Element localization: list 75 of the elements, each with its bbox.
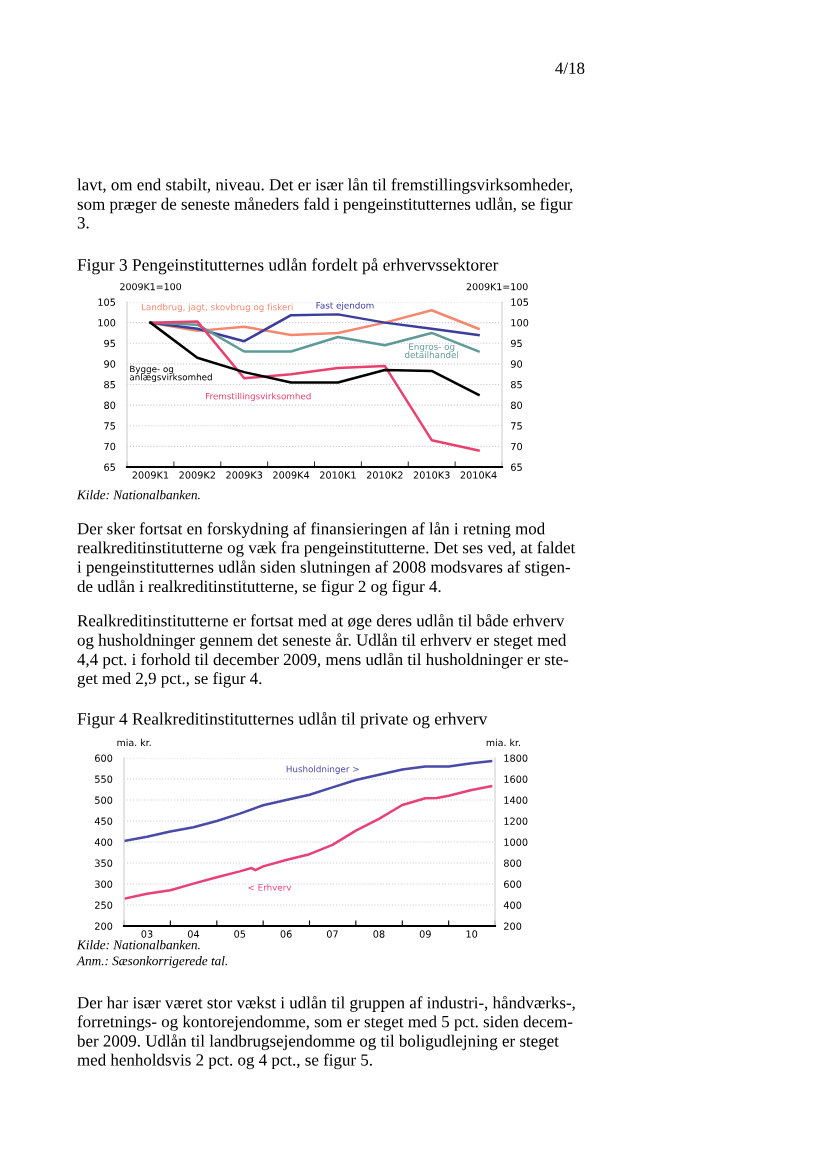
- y2-tick-label: 95: [510, 339, 522, 348]
- y2-tick-label: 400: [503, 901, 522, 909]
- y2-tick-label: 85: [510, 380, 522, 389]
- y2-tick-label: 800: [503, 859, 522, 867]
- y2-tick-label: 70: [511, 442, 523, 451]
- text: Realkreditinstitutterne er fortsat med at øge deres udlån til både erhverv og husholdninger gennem det seneste år. Udlån til erhverv er steget med 4,4 pct. i forhold til december 2009, mens udlån til husholdninger er ste- get med 2,9 pct., se figur 4.: [77, 614, 569, 688]
- series-label: Bygge- og anlægsvirksomhed: [129, 365, 212, 383]
- y2-tick-label: 80: [510, 401, 523, 409]
- series-label: Husholdninger >: [286, 765, 359, 774]
- y-tick-label: 350: [95, 859, 113, 867]
- series-label: < Erhverv: [248, 883, 292, 891]
- y-tick-label: 400: [94, 838, 113, 846]
- x-tick-label: 2010K2: [366, 471, 403, 479]
- y2-tick-label: 75: [511, 422, 522, 430]
- y2-tick-label: 100: [511, 319, 529, 327]
- text: Fremstillingsvirksomhed: [205, 392, 311, 402]
- y-axis-title: mia. kr.: [117, 738, 151, 747]
- text: Der sker fortsat en forskydning af finansieringen af lån i retning mod realkreditinstitutterne og væk fra pengeinstitutterne. Det ses ved, at faldet i pengeinstitutternes udlån siden slutningen af 2008 modsvares af stigen- de udlån i realkreditinstitutterne, se figur 2 og figur 4.: [77, 522, 576, 596]
- y-tick-label: 85: [104, 380, 116, 389]
- line-series: [124, 759, 493, 843]
- x-tick-label: 09: [419, 930, 431, 938]
- y-tick-label: 80: [104, 401, 116, 409]
- y-tick-label: 100: [98, 319, 116, 327]
- y2-tick-label: 1000: [504, 838, 528, 846]
- y2-axis-title: 2009K1=100: [466, 283, 528, 291]
- y2-axis-title: mia. kr.: [486, 738, 520, 747]
- x-tick-label: 2009K1: [132, 471, 169, 479]
- x-tick-label: 2009K2: [179, 471, 215, 479]
- y-tick-label: 70: [104, 442, 116, 451]
- y2-tick-label: 1800: [504, 754, 528, 762]
- x-tick-label: 04: [187, 930, 200, 938]
- y-tick-label: 300: [95, 880, 113, 888]
- y-tick-label: 75: [104, 422, 116, 430]
- x-tick-label: 07: [326, 930, 338, 938]
- x-tick-label: 10: [466, 930, 478, 938]
- x-tick-label: 05: [234, 930, 246, 938]
- chart-title: Figur 3 Pengeinstitutternes udlån fordelt på erhvervssektorer: [77, 258, 499, 275]
- x-tick-label: 2009K3: [226, 471, 263, 479]
- text: Anm.: Sæsonkorrigerede tal.: [76, 956, 228, 968]
- text: Der har især været stor vækst i udlån til gruppen af industri-, håndværks-, forretnings- og kontorejendomme, som er steget med 5 pct. siden decem- ber 2009. Udlån til landbrugsejendomme og til boligudlejning er steget med henholdsvis 2 pct. og 4 pct., se figur 5.: [77, 996, 575, 1070]
- line-series: [124, 784, 493, 900]
- y2-tick-label: 1400: [504, 796, 528, 804]
- y-tick-label: 95: [104, 339, 116, 348]
- y2-tick-label: 1600: [504, 775, 528, 783]
- y2-tick-label: 600: [504, 880, 522, 888]
- y2-tick-label: 65: [511, 463, 522, 471]
- y-tick-label: 500: [95, 796, 113, 804]
- text: Kilde: Nationalbanken.: [76, 940, 200, 950]
- text: Kilde: Nationalbanken.: [76, 490, 200, 500]
- y2-tick-label: 105: [511, 298, 529, 306]
- y-tick-label: 250: [95, 901, 113, 909]
- x-tick-label: 2009K4: [273, 471, 310, 479]
- y2-tick-label: 90: [510, 360, 523, 368]
- y-tick-label: 105: [98, 298, 116, 306]
- series-label: Engros- og detailhandel: [404, 343, 459, 359]
- x-tick-label: 2010K1: [320, 471, 356, 479]
- chart-title: Figur 4 Realkreditinstitutternes udlån til private og erhverv: [77, 712, 488, 729]
- text: lavt, om end stabilt, niveau. Det er især lån til fremstillingsvirksomheder, som præger de seneste måneders fald i pengeinstitutternes udlån, se figur 3.: [77, 178, 573, 229]
- x-tick-label: 08: [373, 930, 385, 938]
- y2-tick-label: 200: [504, 922, 522, 930]
- x-tick-label: 2010K4: [460, 471, 497, 479]
- text: 4/18: [555, 62, 585, 74]
- y-tick-label: 450: [94, 817, 113, 825]
- x-tick-label: 06: [280, 930, 292, 938]
- y-tick-label: 65: [104, 463, 116, 471]
- series-label: Landbrug, jagt, skovbrug og fiskeri: [141, 303, 293, 313]
- y2-tick-label: 1200: [504, 817, 528, 825]
- y-tick-label: 550: [95, 775, 113, 783]
- y-tick-label: 200: [95, 922, 113, 930]
- y-tick-label: 90: [104, 360, 116, 368]
- x-tick-label: 2010K3: [413, 471, 450, 479]
- y-axis-title: 2009K1=100: [120, 283, 182, 291]
- y-tick-label: 600: [95, 754, 113, 762]
- series-label: Fast ejendom: [316, 301, 374, 311]
- x-tick-label: 03: [141, 930, 153, 938]
